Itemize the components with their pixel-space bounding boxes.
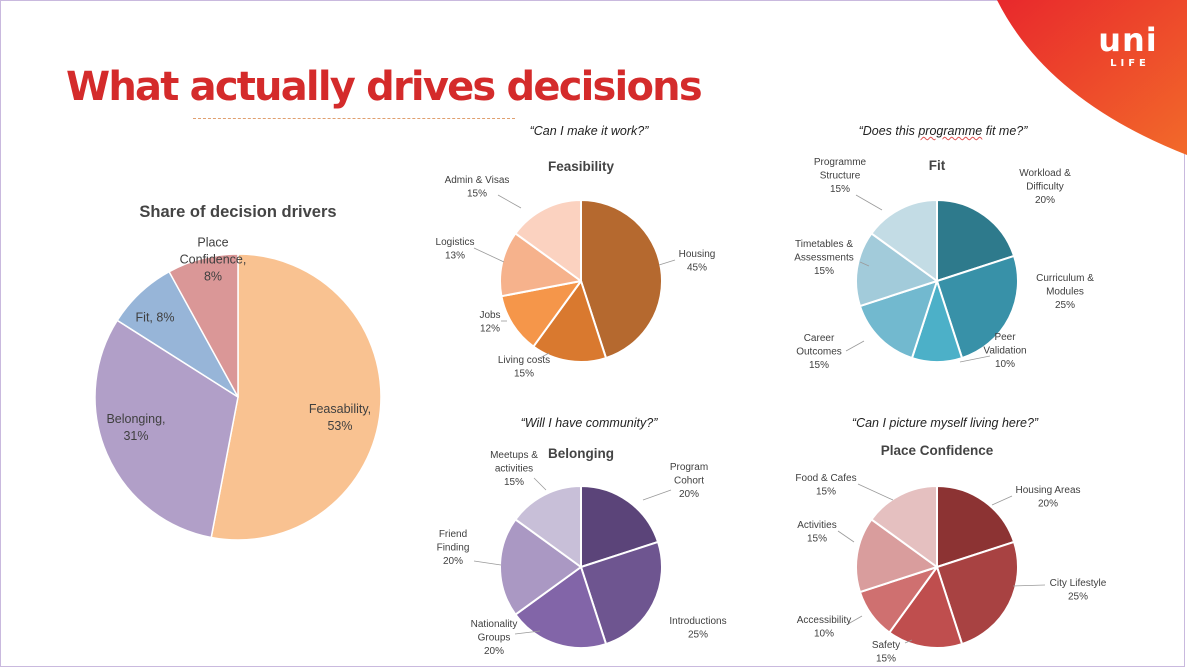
brand-corner-shape [997,0,1187,155]
pie-slice-fit-workload-and-difficulty [936,199,1016,282]
quote-fit-prefix: “Does this [858,124,919,138]
data-label-place-safety: Safety 15% [872,640,900,665]
quote-belonging: “Will I have community?” [520,416,658,430]
leader-line-feasibility-housing [658,259,676,266]
leader-line-place-activities [837,530,855,543]
data-label-feasibility-logistics: Logistics 13% [436,237,475,261]
chart-title-place: Place Confidence [881,443,994,458]
pie-slice-main-feasability [210,253,382,541]
leader-line-fit-peer-validation [959,355,991,363]
quote-fit-wavy: programme [918,124,983,138]
data-label-place-food-and-cafes: Food & Cafes 15% [795,473,856,498]
data-label-feasibility-admin-and-visas: Admin & Visas 15% [445,175,510,200]
pie-slice-feasibility-logistics [498,232,582,298]
pie-slice-place-food-and-cafes [870,485,938,568]
title-underline [193,118,515,119]
chart-main: Share of decision drivers Feasability, 53%… [94,203,382,541]
data-label-feasibility-housing: Housing 45% [679,249,716,274]
pie-slice-belonging-meetups-and-activities [514,485,582,568]
chart-belonging: Belonging Program Cohort 20% Introductions 25… [437,446,727,657]
leader-line-belonging-friend-finding [473,560,502,566]
quote-feasibility: “Can I make it work?” [529,124,649,138]
leader-line-belonging-nationality-groups [514,630,541,635]
quote-place: “Can I picture myself living here?” [851,416,1039,430]
leader-line-fit-programme-structure [855,194,883,211]
leader-line-place-accessibility [847,615,863,625]
data-label-fit-peer-validation: Peer Validation 10% [983,332,1026,370]
pie-slice-place-safety [888,566,964,649]
chart-title-fit: Fit [929,158,946,173]
pie-slice-fit-curriculum-and-modules [936,254,1019,360]
pie-slice-belonging-nationality-groups [514,566,608,649]
data-label-fit-workload-and-difficulty: Workload & Difficulty 20% [1019,168,1071,206]
logo-sub: LIFE [1110,58,1150,69]
leader-line-feasibility-admin-and-visas [497,194,522,209]
pie-slice-belonging-program-cohort [580,485,660,568]
data-label-main-place-confidence: Place Confidence, 8% [180,235,247,283]
data-label-feasibility-living-costs: Living costs 15% [498,355,550,380]
data-label-place-housing-areas: Housing Areas 20% [1015,485,1080,510]
data-label-main-belonging: Belonging, 31% [106,412,165,443]
pie-slice-place-housing-areas [936,485,1016,568]
leader-line-feasibility-living-costs [539,352,550,359]
data-label-fit-curriculum-and-modules: Curriculum & Modules 25% [1036,273,1094,311]
leader-line-place-housing-areas [991,495,1013,506]
data-label-fit-programme-structure: Programme Structure 15% [814,157,867,195]
pie-slice-fit-programme-structure [870,199,938,282]
pie-slice-fit-timetables-and-assessments [855,232,938,308]
pie-slice-belonging-friend-finding [499,518,582,616]
chart-title-belonging: Belonging [548,446,614,461]
pie-slice-main-place-confidence [168,253,239,398]
data-label-main-fit: Fit, 8% [136,310,175,324]
quote-fit: “Does this programme fit me?” [859,124,1028,138]
data-label-fit-timetables-and-assessments: Timetables & Assessments 15% [794,239,853,277]
pie-slice-feasibility-housing [580,199,663,360]
data-label-place-activities: Activities 15% [797,520,836,545]
chart-feasibility: Feasibility Housing 45% Living costs 15% Jobs… [436,159,716,379]
pie-slice-feasibility-living-costs [532,280,608,363]
pie-slice-feasibility-admin-and-visas [514,199,582,282]
leader-line-place-safety [904,639,913,644]
logo-word: uni [1098,21,1158,59]
data-label-belonging-introductions: Introductions 25% [669,616,726,641]
quote-fit-suffix: fit me?” [982,124,1028,138]
leader-line-place-food-and-cafes [857,483,894,501]
pie-slice-place-activities [855,518,938,594]
chart-place: Place Confidence Housing Areas 20% City Lif… [795,443,1106,664]
data-label-belonging-nationality-groups: Nationality Groups 20% [471,619,518,657]
uni-life-logo: uni LIFE [1097,24,1159,69]
data-label-main-feasability: Feasability, 53% [309,402,371,433]
chart-title-feasibility: Feasibility [548,159,615,174]
leader-line-belonging-program-cohort [642,489,672,501]
leader-line-belonging-meetups-and-activities [533,477,547,491]
data-label-place-city-lifestyle: City Lifestyle 25% [1050,578,1107,603]
data-label-feasibility-jobs: Jobs 12% [479,310,500,335]
pie-slice-belonging-introductions [580,540,663,646]
pie-slice-place-city-lifestyle [936,540,1019,646]
data-label-belonging-meetups-and-activities: Meetups & activities 15% [490,450,538,488]
chart-title-main: Share of decision drivers [139,203,336,221]
data-label-belonging-program-cohort: Program Cohort 20% [670,462,708,500]
leader-line-feasibility-logistics [473,247,505,263]
data-label-belonging-friend-finding: Friend Finding 20% [437,529,470,567]
leader-line-fit-timetables-and-assessments [859,261,870,267]
leader-line-fit-career-outcomes [845,340,865,352]
leader-line-place-city-lifestyle [1012,584,1046,587]
page-title: What actually drives decisions [66,64,703,110]
pie-slice-feasibility-jobs [500,280,582,348]
data-label-fit-career-outcomes: Career Outcomes 15% [796,333,842,371]
chart-fit: Fit Workload & Difficulty 20% Curriculum & Mo… [794,157,1094,371]
data-label-place-accessibility: Accessibility 10% [797,615,851,640]
